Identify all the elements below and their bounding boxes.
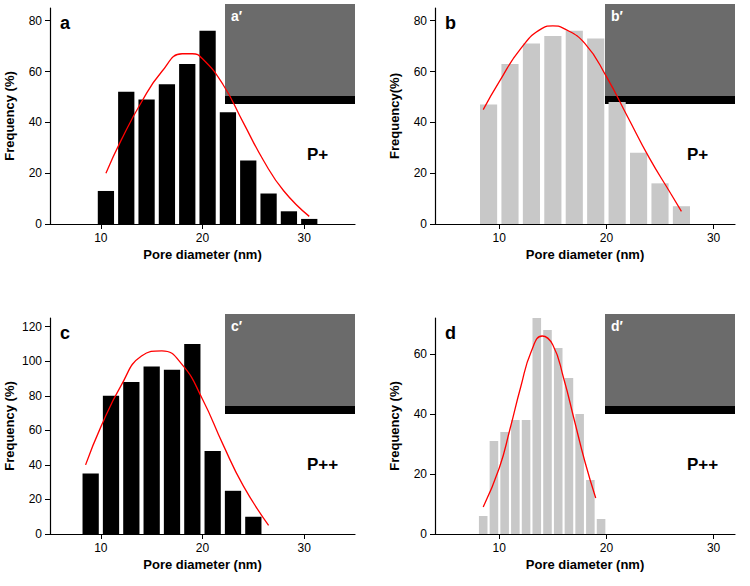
svg-text:20: 20 [196,231,210,245]
svg-text:P++: P++ [687,455,718,474]
svg-text:d: d [445,323,456,343]
svg-text:10: 10 [94,231,108,245]
svg-text:20: 20 [600,231,614,245]
svg-text:0: 0 [35,217,42,231]
svg-text:Pore diameter (nm): Pore diameter (nm) [143,557,261,572]
svg-text:20: 20 [414,467,428,481]
svg-text:c: c [60,323,70,343]
svg-text:60: 60 [414,65,428,79]
svg-text:c′: c′ [231,318,243,334]
svg-text:Pore diameter (nm): Pore diameter (nm) [526,247,644,262]
svg-text:Pore diameter (nm): Pore diameter (nm) [143,247,261,262]
svg-text:20: 20 [196,541,210,555]
svg-text:20: 20 [414,166,428,180]
svg-text:0: 0 [35,527,42,541]
svg-text:60: 60 [29,65,43,79]
svg-text:10: 10 [493,541,507,555]
svg-text:40: 40 [414,407,428,421]
svg-text:40: 40 [29,115,43,129]
svg-text:120: 120 [22,320,42,334]
svg-text:Frequency (%): Frequency (%) [387,381,402,471]
svg-text:b′: b′ [611,8,624,24]
svg-text:10: 10 [94,541,108,555]
svg-text:20: 20 [29,492,43,506]
svg-text:Frequency(%): Frequency(%) [387,73,402,159]
svg-text:60: 60 [29,423,43,437]
svg-text:Pore diameter (nm): Pore diameter (nm) [526,557,644,572]
svg-text:80: 80 [29,389,43,403]
svg-text:b: b [445,13,456,33]
svg-text:10: 10 [493,231,507,245]
svg-text:Frequency (%): Frequency (%) [2,381,17,471]
svg-text:40: 40 [29,458,43,472]
svg-text:Frequency (%): Frequency (%) [2,71,17,161]
svg-text:30: 30 [297,541,311,555]
svg-text:80: 80 [414,14,428,28]
svg-text:20: 20 [29,166,43,180]
svg-text:100: 100 [22,354,42,368]
svg-text:30: 30 [707,541,721,555]
svg-text:a′: a′ [231,8,243,24]
svg-text:P+: P+ [687,145,708,164]
svg-text:0: 0 [420,527,427,541]
svg-text:80: 80 [29,14,43,28]
svg-text:P+: P+ [307,145,328,164]
svg-text:20: 20 [600,541,614,555]
svg-text:30: 30 [707,231,721,245]
svg-text:0: 0 [420,217,427,231]
svg-text:a: a [60,13,71,33]
svg-text:60: 60 [414,347,428,361]
svg-text:d′: d′ [611,318,624,334]
svg-text:P++: P++ [307,455,338,474]
svg-text:40: 40 [414,115,428,129]
svg-text:30: 30 [297,231,311,245]
